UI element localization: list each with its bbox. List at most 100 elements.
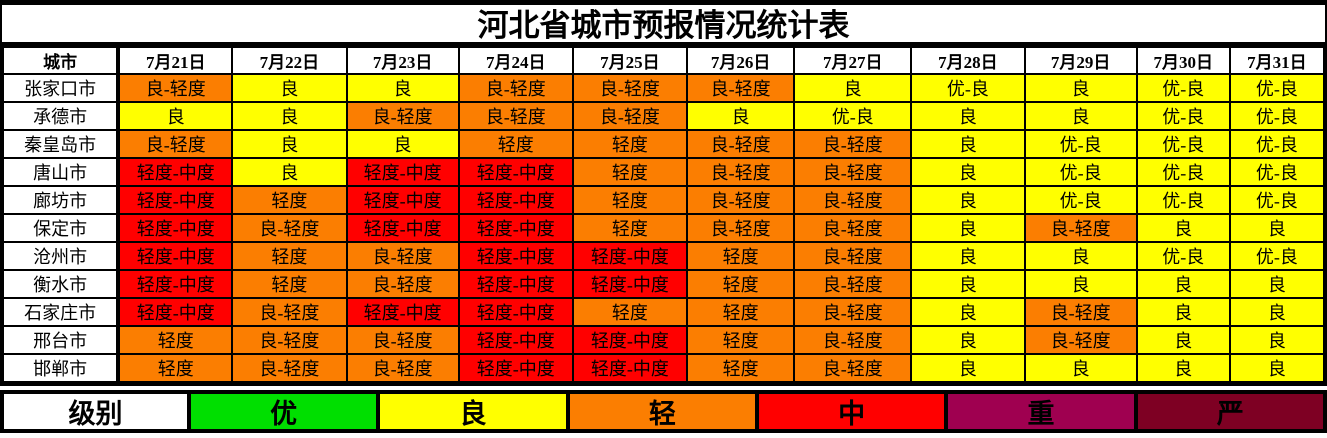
forecast-cell: 轻度-中度	[116, 269, 234, 299]
forecast-cell: 良-轻度	[231, 297, 348, 327]
forecast-cell: 轻度-中度	[457, 353, 574, 383]
forecast-cell: 良-轻度	[686, 213, 796, 243]
forecast-cell: 轻度-中度	[457, 157, 574, 187]
forecast-cell: 良-轻度	[231, 353, 348, 383]
city-name-cell: 邢台市	[1, 325, 120, 355]
forecast-cell: 良	[1228, 269, 1326, 299]
forecast-cell: 轻度	[571, 157, 689, 187]
forecast-cell: 轻度	[116, 325, 234, 355]
forecast-cell: 优-良	[1135, 241, 1231, 271]
forecast-cell: 良-轻度	[457, 73, 574, 103]
forecast-cell: 优-良	[1135, 73, 1231, 103]
forecast-cell: 优-良	[1228, 157, 1326, 187]
forecast-cell: 良-轻度	[231, 325, 348, 355]
forecast-cell: 良-轻度	[793, 297, 913, 327]
forecast-cell: 轻度	[686, 325, 796, 355]
forecast-cell: 轻度-中度	[457, 185, 574, 215]
forecast-cell: 轻度-中度	[345, 213, 460, 243]
forecast-cell: 良	[1135, 269, 1231, 299]
forecast-cell: 良-轻度	[116, 73, 234, 103]
date-column-header: 7月23日	[345, 46, 460, 75]
forecast-cell: 良-轻度	[793, 353, 913, 383]
city-column-header: 城市	[1, 46, 120, 75]
forecast-cell: 良-轻度	[231, 213, 348, 243]
forecast-cell: 轻度	[116, 353, 234, 383]
forecast-cell: 轻度-中度	[116, 157, 234, 187]
table-row: 廊坊市 轻度-中度 轻度 轻度-中度 轻度-中度 轻度 良-轻度 良-轻度良优-良 优-良 优-良	[1, 185, 1326, 215]
forecast-cell: 良	[1135, 297, 1231, 327]
table-header-row: 城市 7月21日 7月22日 7月23日 7月24日 7月25日 7月26日 7月27日 7月2…	[1, 46, 1326, 75]
forecast-cell: 良	[793, 73, 913, 103]
table-row: 沧州市 轻度-中度 轻度 良-轻度 轻度-中度 轻度-中度 轻度 良-轻度良良优-良 优-良	[1, 241, 1326, 271]
city-name-cell: 邯郸市	[1, 353, 120, 383]
forecast-cell: 良-轻度	[793, 185, 913, 215]
forecast-cell: 轻度-中度	[457, 213, 574, 243]
forecast-table: 城市 7月21日 7月22日 7月23日 7月24日 7月25日 7月26日 7月27日 7月2…	[1, 46, 1326, 383]
forecast-cell: 良	[910, 269, 1026, 299]
forecast-cell: 良-轻度	[345, 241, 460, 271]
forecast-cell: 轻度-中度	[116, 213, 234, 243]
forecast-cell: 良	[686, 101, 796, 131]
forecast-cell: 轻度	[231, 269, 348, 299]
forecast-cell: 良	[231, 129, 348, 159]
date-column-header: 7月31日	[1228, 46, 1326, 75]
forecast-table-frame: 河北省城市预报情况统计表 城市 7月21日 7月22日 7月23日 7月24日 7月25日…	[0, 0, 1327, 386]
forecast-cell: 优-良	[793, 101, 913, 131]
city-name-cell: 张家口市	[1, 73, 120, 103]
forecast-cell: 良-轻度	[345, 353, 460, 383]
forecast-cell: 轻度-中度	[571, 325, 689, 355]
forecast-cell: 轻度-中度	[571, 241, 689, 271]
forecast-cell: 良	[1228, 325, 1326, 355]
forecast-cell: 轻度-中度	[457, 241, 574, 271]
table-row: 张家口市 良-轻度良良良-轻度 良-轻度 良-轻度良优-良良优-良 优-良	[1, 73, 1326, 103]
forecast-cell: 优-良	[1023, 157, 1138, 187]
table-legend-divider	[0, 386, 1327, 390]
forecast-cell: 良-轻度	[793, 241, 913, 271]
forecast-cell: 良	[231, 73, 348, 103]
forecast-cell: 良	[1228, 297, 1326, 327]
forecast-cell: 良-轻度	[345, 269, 460, 299]
forecast-cell: 轻度-中度	[571, 269, 689, 299]
forecast-cell: 良-轻度	[1023, 325, 1138, 355]
forecast-cell: 轻度-中度	[116, 241, 234, 271]
forecast-cell: 轻度	[571, 185, 689, 215]
table-row: 秦皇岛市 良-轻度良良轻度 轻度 良-轻度 良-轻度良优-良 优-良 优-良	[1, 129, 1326, 159]
legend-item: 良	[376, 394, 566, 429]
forecast-cell: 轻度-中度	[457, 269, 574, 299]
legend-item: 重	[944, 394, 1134, 429]
forecast-cell: 良-轻度	[571, 73, 689, 103]
table-row: 邢台市 轻度 良-轻度 良-轻度 轻度-中度 轻度-中度 轻度 良-轻度良良-轻度良良	[1, 325, 1326, 355]
legend-item: 严	[1133, 394, 1323, 429]
table-row: 石家庄市 轻度-中度 良-轻度 轻度-中度 轻度-中度 轻度 轻度 良-轻度良良-轻度良良	[1, 297, 1326, 327]
city-name-cell: 保定市	[1, 213, 120, 243]
forecast-cell: 轻度-中度	[457, 325, 574, 355]
forecast-cell: 轻度-中度	[457, 297, 574, 327]
forecast-cell: 良-轻度	[793, 269, 913, 299]
legend-item: 中	[754, 394, 945, 429]
forecast-cell: 优-良	[1023, 185, 1138, 215]
city-name-cell: 唐山市	[1, 157, 120, 187]
forecast-cell: 良-轻度	[686, 185, 796, 215]
forecast-cell: 轻度	[231, 185, 348, 215]
legend-label: 级别	[4, 394, 187, 429]
forecast-cell: 轻度-中度	[345, 297, 460, 327]
forecast-cell: 良	[1135, 213, 1231, 243]
forecast-cell: 良	[910, 325, 1026, 355]
city-name-cell: 石家庄市	[1, 297, 120, 327]
page-title: 河北省城市预报情况统计表	[2, 5, 1325, 46]
forecast-cell: 良-轻度	[793, 325, 913, 355]
forecast-cell: 优-良	[1228, 129, 1326, 159]
forecast-cell: 良-轻度	[116, 129, 234, 159]
forecast-cell: 轻度	[686, 297, 796, 327]
forecast-cell: 优-良	[910, 73, 1026, 103]
table-row: 邯郸市 轻度 良-轻度 良-轻度 轻度-中度 轻度-中度 轻度 良-轻度良良良良	[1, 353, 1326, 383]
forecast-cell: 良	[1023, 73, 1138, 103]
city-name-cell: 衡水市	[1, 269, 120, 299]
forecast-cell: 优-良	[1228, 73, 1326, 103]
forecast-cell: 优-良	[1023, 129, 1138, 159]
date-column-header: 7月26日	[686, 46, 796, 75]
date-column-header: 7月30日	[1135, 46, 1231, 75]
date-column-header: 7月22日	[231, 46, 348, 75]
table-row: 唐山市 轻度-中度良轻度-中度 轻度-中度 轻度 良-轻度 良-轻度良优-良 优-良 优-良	[1, 157, 1326, 187]
